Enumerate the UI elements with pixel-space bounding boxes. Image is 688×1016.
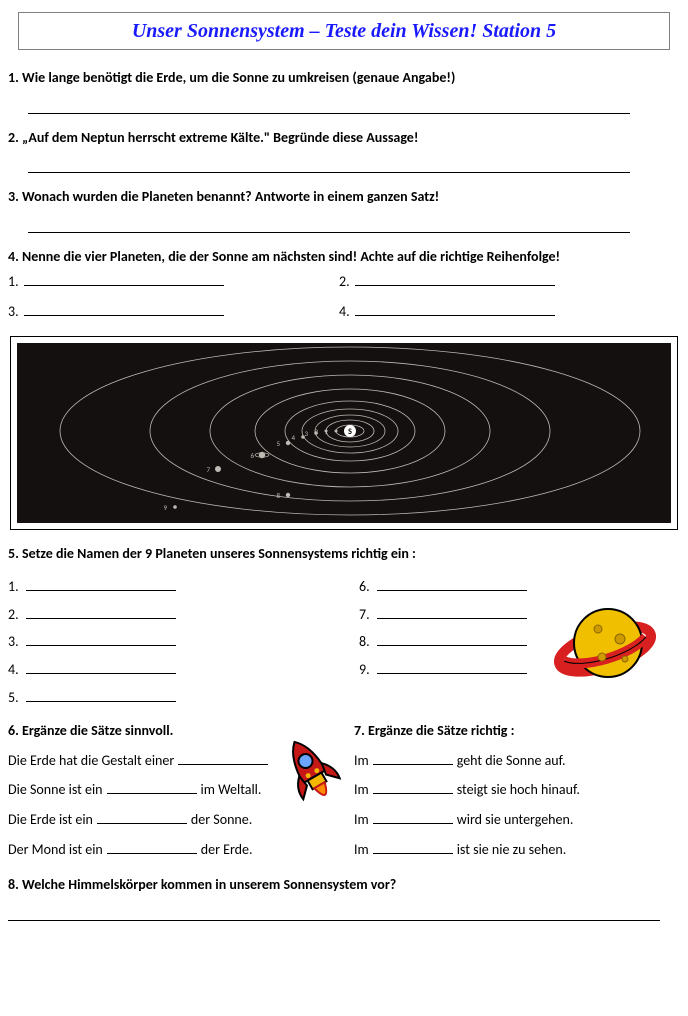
- orbit-svg: S123456789: [17, 343, 671, 523]
- planet-icon: [550, 599, 660, 699]
- q7-blank-3[interactable]: [373, 810, 453, 824]
- svg-text:S: S: [348, 427, 352, 437]
- q4-num-3: 3.: [8, 302, 24, 322]
- q7-s2b: steigt sie hoch hinauf.: [457, 780, 580, 800]
- q4-blank-2[interactable]: [355, 272, 555, 286]
- q6-blank-3[interactable]: [97, 810, 187, 824]
- q7-s1b: geht die Sonne auf.: [457, 751, 566, 771]
- q7-blank-1[interactable]: [373, 751, 453, 765]
- q4-num-4: 4.: [339, 302, 355, 322]
- question-2: 2. „Auf dem Neptun herrscht extreme Kält…: [8, 128, 670, 148]
- q4-blank-3[interactable]: [24, 302, 224, 316]
- q4-num-1: 1.: [8, 272, 24, 292]
- q6-s4a: Der Mond ist ein: [8, 840, 103, 860]
- q5-num-6: 6.: [359, 577, 377, 597]
- question-8: 8. Welche Himmelskörper kommen in unsere…: [8, 875, 670, 895]
- question-7: 7. Ergänze die Sätze richtig :: [354, 721, 670, 741]
- title-box: Unser Sonnensystem – Teste dein Wissen! …: [18, 12, 670, 50]
- q5-blank-3[interactable]: [26, 632, 176, 646]
- q6-blank-4[interactable]: [107, 840, 197, 854]
- question-5: 5. Setze die Namen der 9 Planeten unsere…: [8, 544, 670, 564]
- q7-blank-2[interactable]: [373, 780, 453, 794]
- q5-num-1: 1.: [8, 577, 26, 597]
- svg-text:9: 9: [163, 503, 167, 512]
- q4-blank-1[interactable]: [24, 272, 224, 286]
- q4-num-2: 2.: [339, 272, 355, 292]
- q6-s4b: der Erde.: [201, 840, 253, 860]
- svg-text:7: 7: [206, 465, 210, 474]
- q5-blank-5[interactable]: [26, 688, 176, 702]
- q6-s2b: im Weltall.: [201, 780, 262, 800]
- q6-s3a: Die Erde ist ein: [8, 810, 93, 830]
- question-4: 4. Nenne die vier Planeten, die der Sonn…: [8, 247, 670, 267]
- answer-line-8[interactable]: [8, 903, 660, 921]
- q5-num-7: 7.: [359, 605, 377, 625]
- rocket-icon: [278, 729, 348, 819]
- q5-blank-6[interactable]: [377, 577, 527, 591]
- answer-line-1[interactable]: [28, 96, 630, 114]
- q7-s4a: Im: [354, 840, 369, 860]
- q5-blank-8[interactable]: [377, 632, 527, 646]
- q5-num-3: 3.: [8, 632, 26, 652]
- q6-s3b: der Sonne.: [191, 810, 252, 830]
- q5-blank-2[interactable]: [26, 605, 176, 619]
- q6-s2a: Die Sonne ist ein: [8, 780, 103, 800]
- q5-blank-9[interactable]: [377, 660, 527, 674]
- q5-num-5: 5.: [8, 688, 26, 708]
- q5-num-8: 8.: [359, 632, 377, 652]
- q5-num-4: 4.: [8, 660, 26, 680]
- q5-num-9: 9.: [359, 660, 377, 680]
- solar-system-diagram-box: S123456789: [10, 336, 678, 530]
- question-6: 6. Ergänze die Sätze sinnvoll.: [8, 721, 324, 741]
- answer-line-3[interactable]: [28, 215, 630, 233]
- svg-text:3: 3: [304, 429, 308, 438]
- q5-blank-7[interactable]: [377, 605, 527, 619]
- svg-text:6: 6: [250, 451, 254, 460]
- q4-blank-4[interactable]: [355, 302, 555, 316]
- svg-text:5: 5: [276, 439, 280, 448]
- svg-text:4: 4: [291, 433, 295, 442]
- question-1: 1. Wie lange benötigt die Erde, um die S…: [8, 68, 670, 88]
- q5-blank-1[interactable]: [26, 577, 176, 591]
- q7-s4b: ist sie nie zu sehen.: [457, 840, 567, 860]
- q7-s2a: Im: [354, 780, 369, 800]
- q7-s1a: Im: [354, 751, 369, 771]
- question-3: 3. Wonach wurden die Planeten benannt? A…: [8, 187, 670, 207]
- q6-blank-1[interactable]: [178, 751, 268, 765]
- answer-line-2[interactable]: [28, 155, 630, 173]
- page-title: Unser Sonnensystem – Teste dein Wissen! …: [132, 20, 556, 42]
- q7-s3a: Im: [354, 810, 369, 830]
- q7-s3b: wird sie untergehen.: [457, 810, 574, 830]
- q7-blank-4[interactable]: [373, 840, 453, 854]
- q6-blank-2[interactable]: [107, 780, 197, 794]
- solar-system-diagram: S123456789: [17, 343, 671, 523]
- svg-text:8: 8: [276, 491, 280, 500]
- q5-blank-4[interactable]: [26, 660, 176, 674]
- q6-s1a: Die Erde hat die Gestalt einer: [8, 751, 174, 771]
- q5-num-2: 2.: [8, 605, 26, 625]
